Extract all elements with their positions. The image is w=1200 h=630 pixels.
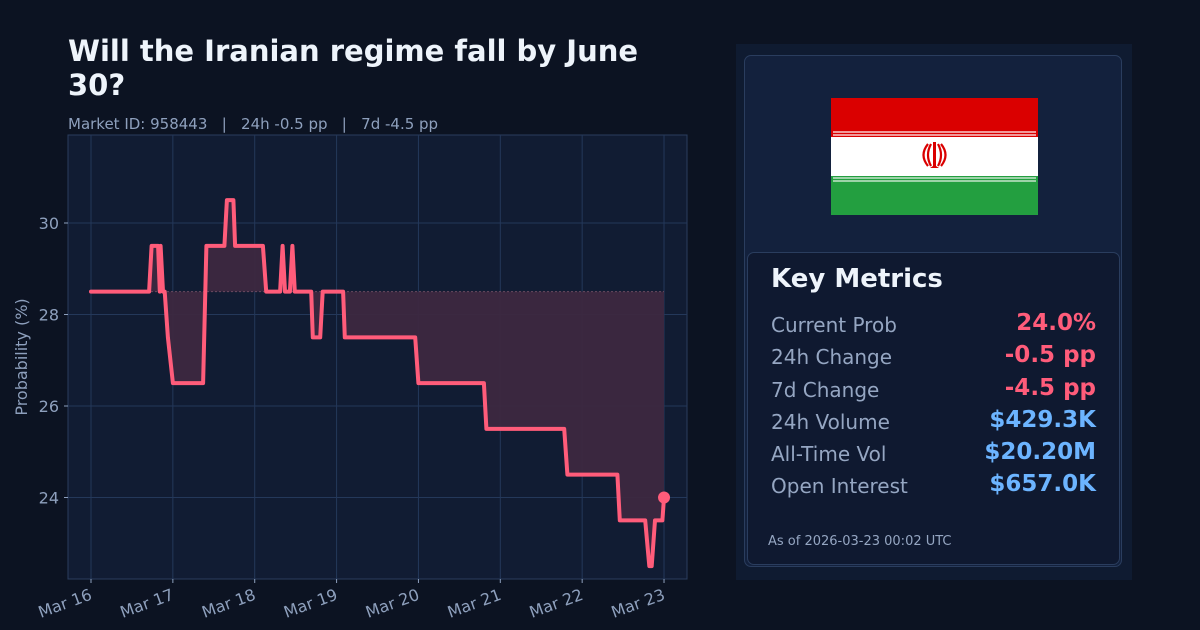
x-tick-label: Mar 22 [527, 585, 586, 622]
x-tick-label: Mar 16 [36, 585, 95, 622]
key-metrics-title: Key Metrics [771, 264, 943, 294]
x-tick-label: Mar 20 [363, 585, 422, 622]
metric-label: Open Interest [771, 474, 908, 498]
x-tick-label: Mar 21 [445, 585, 504, 622]
metric-row: 24h Volume $429.3K [771, 407, 1096, 440]
metric-label: 24h Volume [771, 410, 890, 434]
metric-value: $429.3K [989, 407, 1096, 433]
as-of-timestamp: As of 2026-03-23 00:02 UTC [768, 534, 952, 549]
y-axis-ticks: 24 26 28 30 [39, 214, 68, 508]
metric-row: Current Prob 24.0% [771, 310, 1096, 343]
metric-value: $20.20M [984, 439, 1096, 465]
metric-value: -0.5 pp [1004, 342, 1096, 368]
metric-row: Open Interest $657.0K [771, 471, 1096, 504]
metric-value: $657.0K [989, 471, 1096, 497]
x-tick-label: Mar 18 [199, 585, 258, 622]
probability-line [89, 198, 666, 569]
page-title: Will the Iranian regime fall by June 30? [68, 34, 639, 102]
metric-value: 24.0% [1016, 310, 1096, 336]
key-metrics-card [747, 252, 1120, 565]
last-point-marker [658, 491, 671, 504]
metric-row: All-Time Vol $20.20M [771, 439, 1096, 472]
y-tick-label: 30 [39, 214, 59, 233]
metric-label: 24h Change [771, 345, 893, 369]
metric-value: -4.5 pp [1004, 375, 1096, 401]
metric-row: 24h Change -0.5 pp [771, 342, 1096, 375]
metric-row: 7d Change -4.5 pp [771, 375, 1096, 408]
metric-label: All-Time Vol [771, 442, 887, 466]
y-tick-label: 26 [39, 397, 59, 416]
y-tick-label: 24 [39, 489, 59, 508]
y-tick-label: 28 [39, 306, 59, 325]
iran-flag-icon [831, 98, 1038, 215]
y-axis-label: Probability (%) [12, 298, 31, 415]
x-axis-ticks: Mar 16 Mar 17 Mar 18 Mar 19 Mar 20 Mar 21 Mar … [36, 579, 668, 622]
x-tick-label: Mar 23 [609, 585, 668, 622]
x-tick-label: Mar 17 [117, 585, 176, 622]
metric-label: Current Prob [771, 313, 897, 337]
x-tick-label: Mar 19 [281, 585, 340, 622]
metric-label: 7d Change [771, 378, 880, 402]
market-subtitle: Market ID: 958443 | 24h -0.5 pp | 7d -4.… [68, 115, 439, 133]
